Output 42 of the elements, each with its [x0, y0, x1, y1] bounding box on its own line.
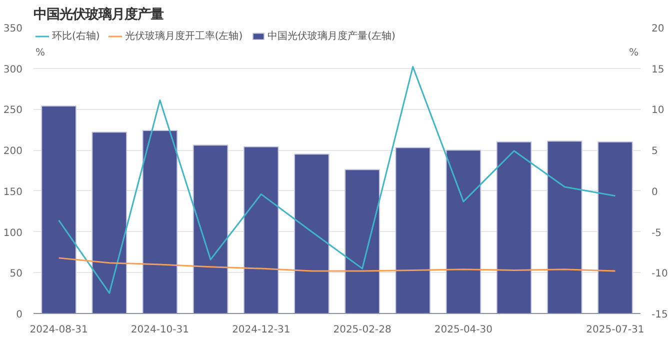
y-tick-label: 0: [16, 310, 23, 320]
bar: [344, 169, 380, 314]
y-axis-title: %: [36, 48, 46, 58]
bar: [546, 140, 582, 314]
line-series: [58, 257, 616, 272]
x-tick-label: 2024-08-31: [30, 324, 88, 336]
y-tick-label: 150: [3, 186, 23, 198]
y2-axis-title: %: [629, 48, 639, 58]
x-tick-label: 2024-12-31: [232, 324, 290, 336]
y2-tick-label: 15: [652, 64, 664, 76]
y-tick-label: 200: [3, 146, 23, 158]
y-tick-label: 300: [3, 64, 23, 76]
bar: [41, 105, 76, 314]
y2-tick-label: -5: [652, 228, 662, 239]
y2-tick-label: 20: [652, 24, 664, 34]
y2-tick-label: -10: [652, 268, 668, 280]
legend-label: 光伏玻璃月度开工率(左轴): [124, 30, 243, 43]
x-tick-label: 2025-02-28: [333, 324, 392, 336]
bar: [446, 150, 482, 314]
legend-label: 中国光伏玻璃月度产量(左轴): [268, 30, 396, 43]
y-tick-label: 250: [3, 105, 23, 116]
y2-tick-label: 10: [652, 105, 664, 116]
y-tick-label: 50: [10, 268, 23, 280]
y2-tick-label: 0: [652, 186, 658, 198]
bar: [294, 154, 330, 314]
y-tick-label: 100: [3, 228, 23, 239]
bar: [395, 147, 431, 314]
y2-tick-label: 5: [652, 146, 658, 158]
y-tick-label: 350: [3, 24, 23, 34]
legend-label: 环比(右轴): [52, 30, 100, 43]
bar: [598, 141, 633, 314]
line-series: [58, 66, 616, 294]
x-tick-label: 2025-07-31: [586, 324, 644, 336]
bar: [243, 146, 279, 314]
chart-title: 中国光伏玻璃月度产量: [34, 6, 164, 22]
x-tick-label: 2025-04-30: [434, 324, 493, 336]
bar: [192, 144, 228, 314]
bar: [92, 132, 128, 314]
y2-tick-label: -15: [652, 310, 668, 320]
bar: [496, 141, 532, 314]
x-tick-label: 2024-10-31: [130, 324, 190, 336]
bar: [142, 130, 178, 314]
